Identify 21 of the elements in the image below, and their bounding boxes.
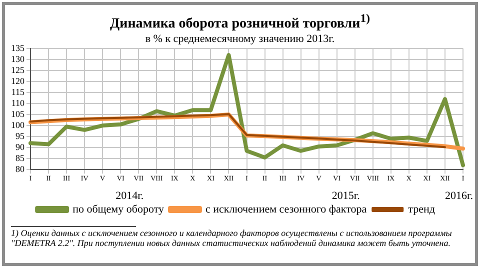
y-tick-label: 125 — [11, 64, 25, 75]
y-tick-label: 95 — [16, 130, 25, 141]
text: 2015г. — [332, 190, 360, 202]
text: 2014г. — [116, 190, 144, 202]
legend-label: с исключением сезонного фактора — [205, 203, 367, 216]
text: 2016г. — [444, 190, 474, 202]
y-tick-label: 105 — [11, 108, 25, 119]
y-tick-label: 130 — [11, 54, 25, 64]
chart-subtitle: в % к среднемесячному значению 2013г. — [145, 32, 335, 45]
y-tick-label: 115 — [11, 86, 25, 97]
chart-title: Динамика оборота розничной торговли$^{1)}$ — [109, 11, 371, 33]
y-tick-label: 135 — [11, 42, 25, 53]
legend-label: тренд — [408, 203, 436, 216]
y-tick-label: 80 — [16, 164, 25, 174]
y-tick-label: 90 — [16, 142, 25, 152]
y-tick-label: 85 — [16, 152, 25, 163]
legend-label: по общему обороту — [72, 203, 164, 216]
y-tick-label: 100 — [11, 120, 25, 130]
y-tick-label: 120 — [11, 76, 25, 86]
text: 1) Оценки данных с исключением сезонного и календарного факторов осуществлены с использованием программы "DEMETRA 2.2". При поступлении новых данных статистических наблюдений динамика может быть уточнена. — [11, 228, 453, 248]
y-tick-label: 110 — [11, 98, 25, 108]
